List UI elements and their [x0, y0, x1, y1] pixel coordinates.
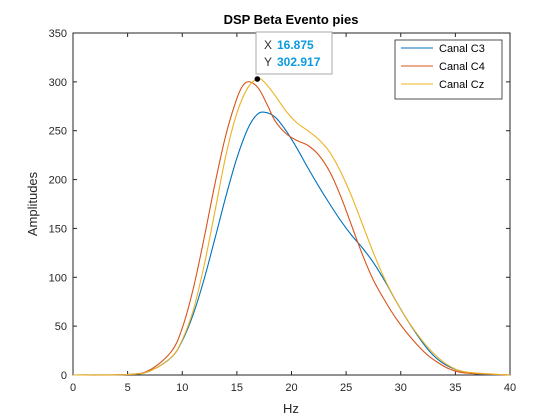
- series-line-canal-cz[interactable]: [72, 78, 511, 376]
- datatip-marker[interactable]: [254, 76, 261, 82]
- x-axis: 0 5 10 15 20 25 30 35 40: [70, 33, 516, 394]
- chart-title: DSP Beta Evento pies: [224, 12, 359, 27]
- datatip[interactable]: X 16.875 Y 302.917: [254, 31, 333, 82]
- x-tick-label: 15: [231, 382, 243, 394]
- datatip-box: [255, 31, 333, 75]
- series-lines: [72, 78, 511, 376]
- legend-label-canal-c4: Canal C4: [439, 61, 485, 73]
- x-tick-label: 40: [504, 382, 516, 394]
- legend-label-canal-c3: Canal C3: [439, 43, 485, 55]
- x-tick-label: 25: [340, 382, 352, 394]
- y-tick-label: 0: [61, 370, 67, 382]
- y-axis-label: Amplitudes: [25, 171, 40, 236]
- y-tick-label: 100: [49, 272, 67, 284]
- y-tick-label: 50: [55, 321, 67, 333]
- series-line-canal-c3[interactable]: [72, 111, 511, 376]
- y-tick-label: 150: [49, 223, 67, 235]
- legend[interactable]: Canal C3 Canal C4 Canal Cz: [394, 39, 503, 100]
- y-tick-label: 250: [49, 126, 67, 138]
- legend-box: [394, 39, 503, 100]
- x-axis-label: Hz: [283, 401, 299, 416]
- y-tick-label: 200: [49, 175, 67, 187]
- x-tick-label: 35: [449, 382, 461, 394]
- x-tick-label: 10: [176, 382, 188, 394]
- x-tick-label: 5: [125, 382, 131, 394]
- datatip-y-key: Y: [264, 55, 272, 69]
- y-axis: 0 50 100 150 200 250 300 350: [49, 28, 510, 382]
- x-tick-label: 30: [395, 382, 407, 394]
- x-tick-label: 0: [70, 382, 76, 394]
- datatip-x-value: 16.875: [277, 38, 314, 52]
- y-tick-label: 300: [49, 77, 67, 89]
- datatip-y-value: 302.917: [277, 55, 321, 69]
- series-line-canal-c4[interactable]: [72, 81, 511, 376]
- x-tick-label: 20: [285, 382, 297, 394]
- datatip-x-key: X: [264, 38, 272, 52]
- legend-label-canal-cz: Canal Cz: [439, 79, 484, 91]
- y-tick-label: 350: [49, 28, 67, 40]
